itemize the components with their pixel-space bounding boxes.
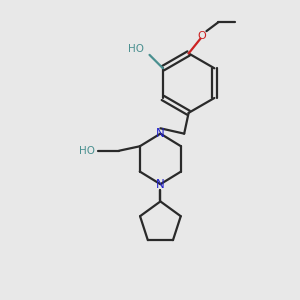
Text: O: O bbox=[198, 31, 206, 40]
Text: N: N bbox=[156, 127, 165, 140]
Text: N: N bbox=[156, 178, 165, 191]
Text: HO: HO bbox=[79, 146, 94, 156]
Text: HO: HO bbox=[128, 44, 144, 54]
